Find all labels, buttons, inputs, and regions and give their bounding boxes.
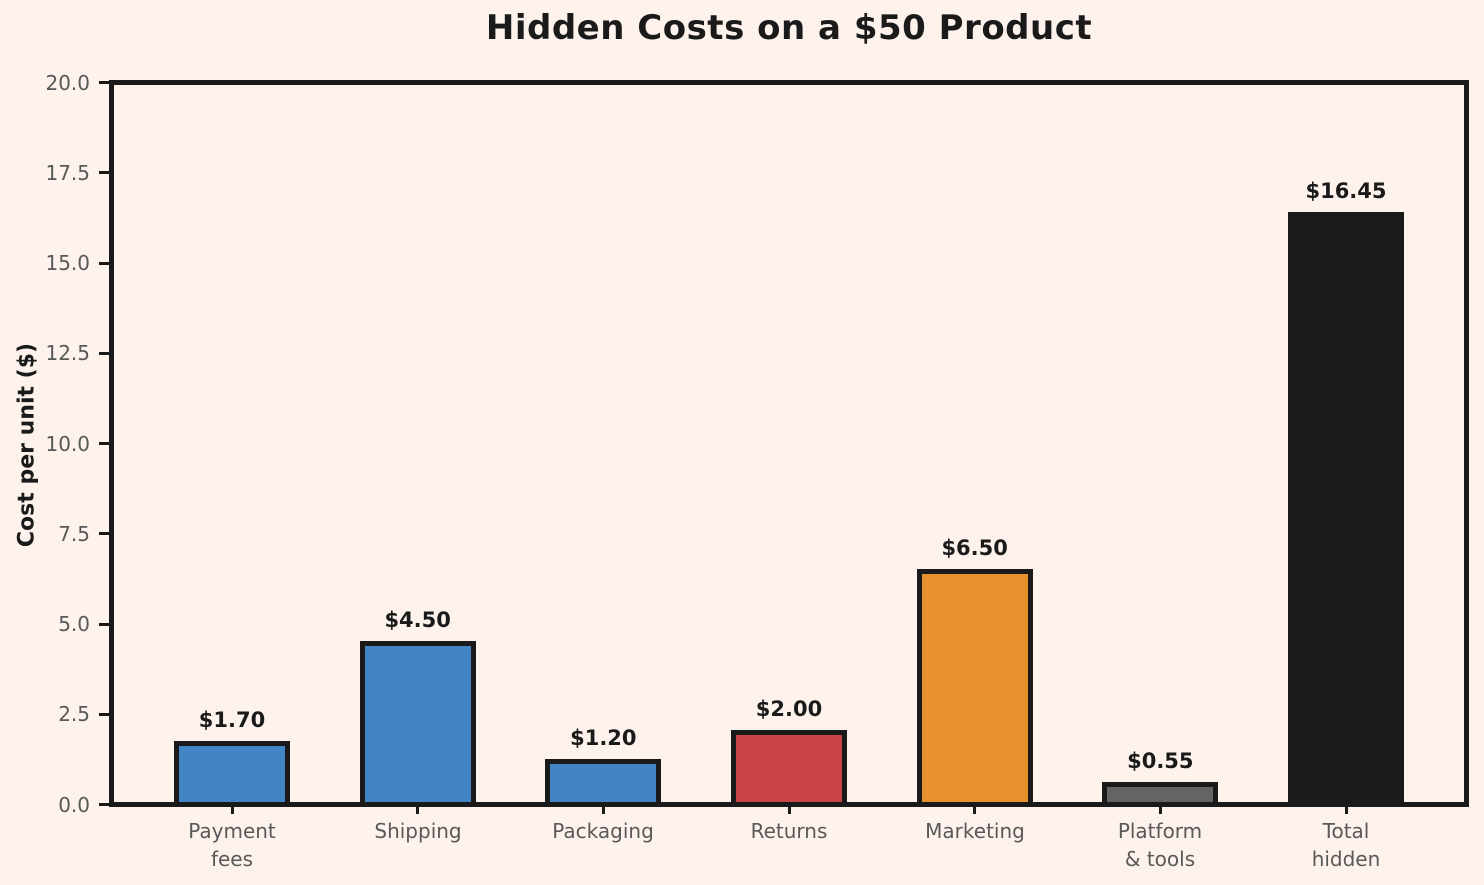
x-tick-label-1: Shipping xyxy=(374,819,462,843)
bar-1 xyxy=(360,641,476,802)
y-tick-label-3: 7.5 xyxy=(58,522,90,546)
x-tick-mark-0 xyxy=(231,807,234,814)
bar-value-label-2: $1.20 xyxy=(570,726,637,750)
x-tick-label-2: Packaging xyxy=(552,819,654,843)
y-tick-mark-2 xyxy=(99,623,109,626)
x-tick-label-3: Returns xyxy=(750,819,828,843)
x-tick-mark-2 xyxy=(602,807,605,814)
x-tick-mark-5 xyxy=(1159,807,1162,814)
y-tick-mark-7 xyxy=(99,171,109,174)
bar-5 xyxy=(1102,782,1218,802)
y-tick-label-8: 20.0 xyxy=(45,71,90,95)
bar-value-label-5: $0.55 xyxy=(1127,749,1194,773)
bar-2 xyxy=(545,759,661,802)
y-tick-label-5: 12.5 xyxy=(45,341,90,365)
x-tick-mark-4 xyxy=(973,807,976,814)
x-tick-label-4: Marketing xyxy=(925,819,1025,843)
x-tick-label-6: Total hidden xyxy=(1311,819,1381,871)
x-tick-label-5: Platform & tools xyxy=(1117,819,1203,871)
y-tick-label-0: 0.0 xyxy=(58,793,90,817)
bar-value-label-0: $1.70 xyxy=(198,708,266,732)
bar-0 xyxy=(174,741,290,802)
x-tick-mark-3 xyxy=(788,807,791,814)
bar-value-label-3: $2.00 xyxy=(755,697,823,721)
y-tick-mark-0 xyxy=(99,803,109,806)
bar-3 xyxy=(731,730,847,802)
y-tick-mark-8 xyxy=(99,81,109,84)
bar-value-label-1: $4.50 xyxy=(384,608,451,632)
y-tick-label-4: 10.0 xyxy=(45,432,90,456)
chart-title: Hidden Costs on a $50 Product xyxy=(485,8,1093,48)
y-tick-label-6: 15.0 xyxy=(45,251,90,275)
bar-value-label-4: $6.50 xyxy=(941,536,1008,560)
y-tick-label-1: 2.5 xyxy=(58,702,90,726)
bar-4 xyxy=(917,569,1033,802)
y-tick-label-7: 17.5 xyxy=(45,161,90,185)
bar-6 xyxy=(1288,212,1404,802)
y-tick-label-2: 5.0 xyxy=(58,612,90,636)
y-tick-mark-5 xyxy=(99,352,109,355)
y-tick-mark-3 xyxy=(99,532,109,535)
x-tick-label-0: Payment fees xyxy=(188,819,276,871)
y-tick-mark-4 xyxy=(99,442,109,445)
y-tick-mark-1 xyxy=(99,713,109,716)
plot-area: $1.70 $4.50 $1.20 $2.00 $6.50 $0.55 $16.45 xyxy=(109,80,1469,807)
x-tick-mark-6 xyxy=(1345,807,1348,814)
y-tick-mark-6 xyxy=(99,262,109,265)
bar-value-label-6: $16.45 xyxy=(1305,179,1387,203)
x-tick-mark-1 xyxy=(416,807,419,814)
